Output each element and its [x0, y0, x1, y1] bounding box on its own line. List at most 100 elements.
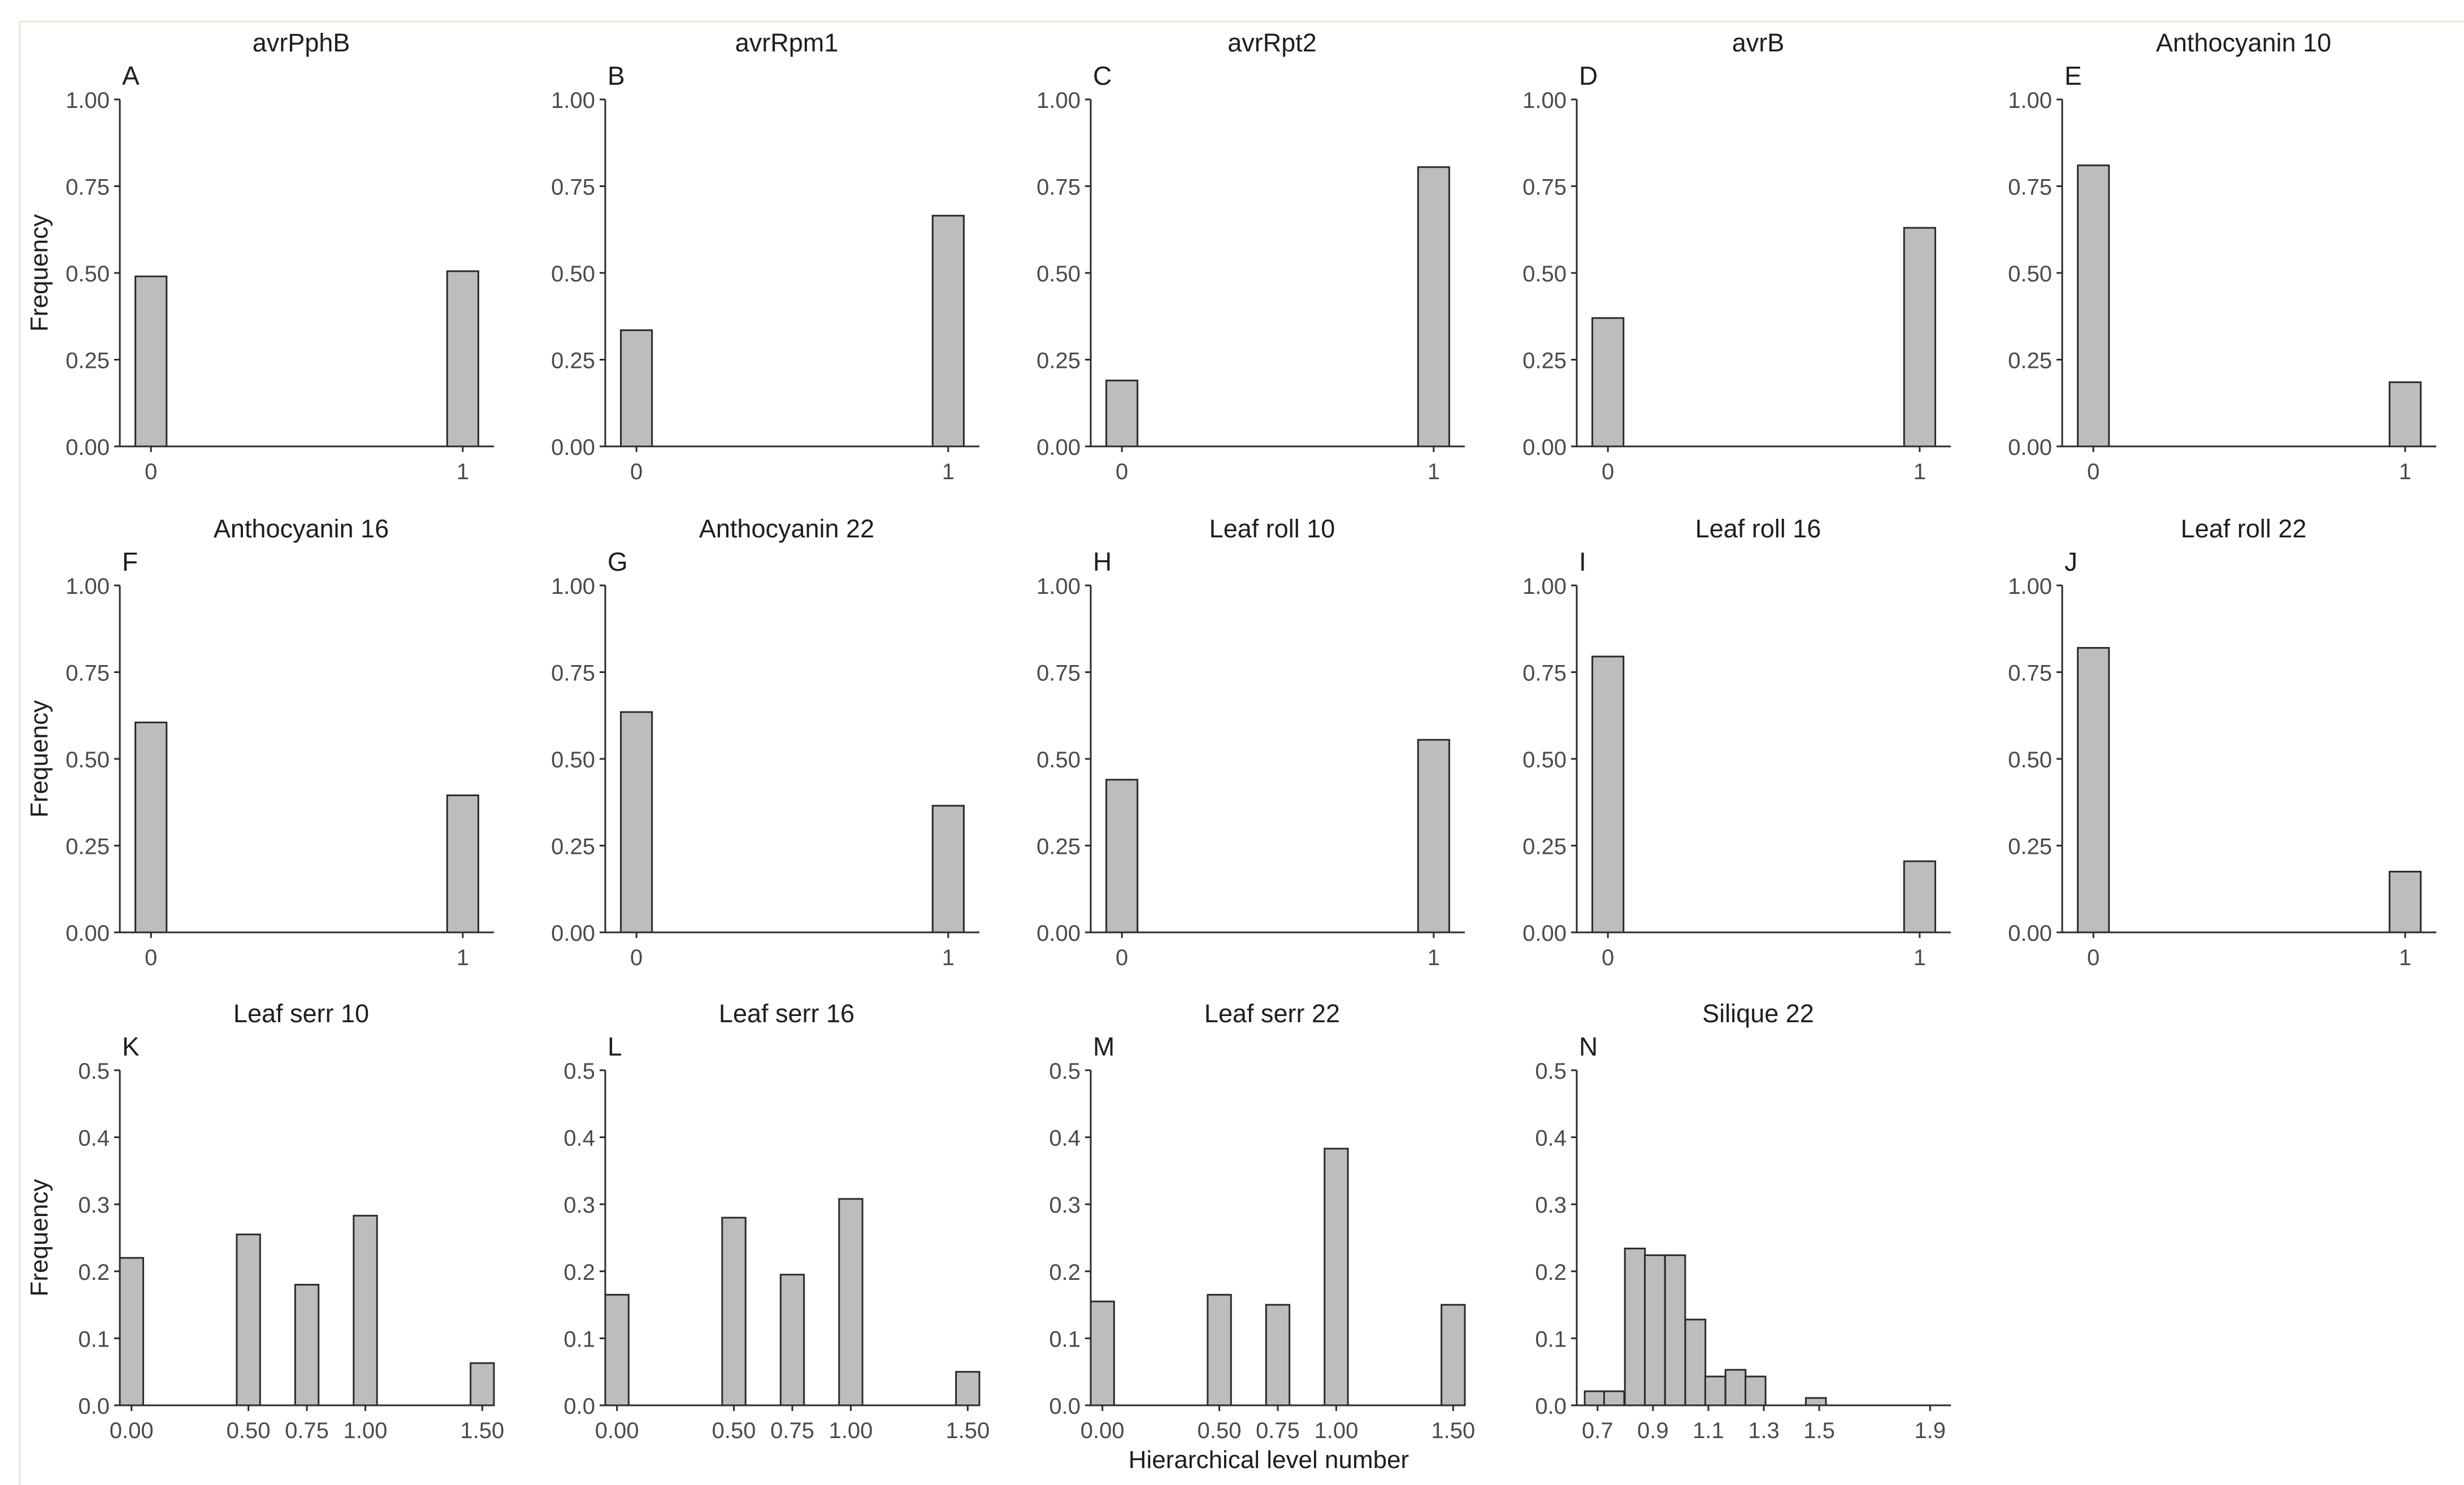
panel-letter: N [1579, 1032, 1598, 1061]
bar [1624, 1247, 1646, 1406]
x-tick-label: 0 [1602, 945, 1614, 970]
bar [838, 1198, 864, 1406]
panel-title: avrB [1732, 28, 1785, 57]
panel-letter: G [608, 547, 628, 576]
y-tick-label: 0.4 [78, 1126, 110, 1151]
panel-title: Anthocyanin 10 [2156, 28, 2331, 57]
x-tick-label: 0 [2087, 945, 2099, 970]
bar [236, 1234, 261, 1406]
y-tick-label: 0.2 [563, 1260, 595, 1285]
bar [1584, 1390, 1606, 1406]
bar [1745, 1375, 1767, 1406]
panel-g: Anthocyanin 22 G 0.00 0.25 0.50 0.75 1.00 0 1 [551, 514, 979, 970]
panel-letter: J [2064, 547, 2077, 576]
y-tick-label: 1.00 [1522, 88, 1567, 113]
bar [1664, 1254, 1686, 1406]
bar [353, 1214, 378, 1406]
y-tick-label: 0.0 [1049, 1394, 1081, 1419]
bar [1903, 860, 1936, 933]
x-tick-label: 0 [145, 945, 157, 970]
panel-title: Leaf roll 10 [1209, 514, 1335, 543]
y-tick-label: 0.5 [563, 1059, 595, 1084]
bar [1591, 317, 1625, 448]
x-tick-label: 0.50 [712, 1418, 756, 1443]
bar [1105, 379, 1139, 448]
x-tick-label: 0.00 [110, 1418, 154, 1443]
panel-title: Leaf serr 22 [1204, 999, 1340, 1028]
x-tick-label: 1.50 [1431, 1418, 1475, 1443]
bar [620, 711, 653, 933]
x-tick-label: 1.1 [1693, 1418, 1724, 1443]
x-tick-label: 0 [630, 945, 643, 970]
bar [1724, 1369, 1747, 1406]
bar [1603, 1390, 1625, 1406]
panel-letter: K [122, 1032, 140, 1061]
bar [1903, 227, 1936, 448]
bar [931, 215, 965, 448]
y-tick-label: 1.00 [1522, 574, 1567, 599]
panel-n: Silique 22 N 0.0 0.1 0.2 0.3 0.4 0.5 0.7 0.9 1.1 1.… [1535, 999, 1951, 1443]
y-tick-label: 0.50 [1522, 748, 1567, 772]
bar [1207, 1293, 1232, 1406]
y-tick-label: 0.50 [2008, 262, 2052, 286]
y-tick-label: 1.00 [551, 574, 595, 599]
y-tick-label: 0.5 [1049, 1059, 1081, 1084]
bar [1804, 1397, 1827, 1406]
panel-title: Silique 22 [1702, 999, 1814, 1028]
x-tick-label: 0 [2087, 459, 2099, 484]
y-tick-label: 0.1 [1535, 1327, 1567, 1352]
x-tick-label: 0.50 [1198, 1418, 1242, 1443]
x-tick-label: 0.75 [285, 1418, 329, 1443]
x-tick-label: 1 [942, 459, 955, 484]
panel-b: avrRpm1 B 0.00 0.25 0.50 0.75 1.00 0 1 [551, 28, 979, 484]
y-tick-label: 0.00 [1522, 921, 1567, 946]
y-tick-label: 0.3 [78, 1193, 110, 1218]
panel-letter: C [1093, 61, 1112, 90]
bar [1684, 1318, 1707, 1406]
x-tick-label: 0.75 [1256, 1418, 1300, 1443]
panel-letter: E [2064, 61, 2082, 90]
y-tick-label: 0.2 [1049, 1260, 1081, 1285]
panel-letter: D [1579, 61, 1598, 90]
y-tick-label: 0.75 [551, 661, 595, 686]
y-tick-label: 0.0 [78, 1394, 110, 1419]
x-tick-label: 1.5 [1803, 1418, 1835, 1443]
y-tick-label: 0.00 [1036, 435, 1081, 460]
panel-letter: B [608, 61, 625, 90]
panel-a: avrPphB A 0.00 0.25 0.50 0.75 1.00 0 1 Frequency [25, 28, 494, 484]
y-tick-label: 0.4 [563, 1126, 595, 1151]
panel-i: Leaf roll 16 I 0.00 0.25 0.50 0.75 1.00 0 1 [1522, 514, 1951, 970]
bar [1090, 1300, 1115, 1406]
y-tick-label: 0.25 [1522, 349, 1567, 374]
y-tick-label: 0.5 [78, 1059, 110, 1084]
x-tick-label: 1 [457, 459, 469, 484]
y-tick-label: 0.50 [551, 748, 595, 772]
x-tick-label: 0.7 [1582, 1418, 1613, 1443]
bar [931, 805, 965, 933]
x-tick-label: 1 [942, 945, 955, 970]
y-tick-label: 0.00 [551, 435, 595, 460]
panel-c: avrRpt2 C 0.00 0.25 0.50 0.75 1.00 0 1 [1036, 28, 1465, 484]
x-tick-label: 0.00 [1081, 1418, 1125, 1443]
y-tick-label: 0.50 [551, 262, 595, 286]
bar [2077, 647, 2110, 933]
y-tick-label: 0.75 [2008, 661, 2052, 686]
y-tick-label: 0.50 [1036, 262, 1081, 286]
y-tick-label: 0.00 [66, 435, 110, 460]
panel-m: Leaf serr 22 M 0.0 0.1 0.2 0.3 0.4 0.5 0.00 0.50 0… [1049, 999, 1475, 1443]
bar [135, 722, 168, 933]
y-tick-label: 0.25 [551, 835, 595, 859]
panel-letter: H [1093, 547, 1112, 576]
panel-title: Leaf serr 10 [233, 999, 369, 1028]
x-tick-label: 1.00 [829, 1418, 873, 1443]
y-tick-label: 0.75 [551, 175, 595, 200]
x-tick-label: 1.50 [945, 1418, 990, 1443]
y-tick-label: 1.00 [66, 88, 110, 113]
panel-title: avrPphB [253, 28, 350, 57]
y-tick-label: 0.50 [66, 262, 110, 286]
panel-h: Leaf roll 10 H 0.00 0.25 0.50 0.75 1.00 0 1 [1036, 514, 1465, 970]
panel-e: Anthocyanin 10 E 0.00 0.25 0.50 0.75 1.00 0 1 [2008, 28, 2436, 484]
y-tick-label: 0.00 [1036, 921, 1081, 946]
